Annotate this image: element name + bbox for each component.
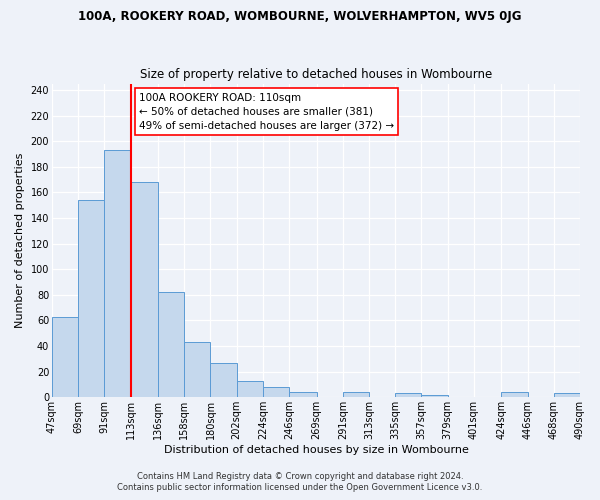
Title: Size of property relative to detached houses in Wombourne: Size of property relative to detached ho… (140, 68, 492, 81)
Bar (211, 362, 237, 398)
Bar (52, 316, 78, 398)
Bar (237, 380, 263, 398)
Text: 100A, ROOKERY ROAD, WOMBOURNE, WOLVERHAMPTON, WV5 0JG: 100A, ROOKERY ROAD, WOMBOURNE, WOLVERHAM… (78, 10, 522, 23)
Bar (395, 394, 421, 398)
Y-axis label: Number of detached properties: Number of detached properties (15, 152, 25, 328)
Bar (158, 292, 184, 398)
Bar (343, 392, 369, 398)
X-axis label: Distribution of detached houses by size in Wombourne: Distribution of detached houses by size … (164, 445, 469, 455)
Bar (263, 387, 289, 398)
Bar (502, 392, 527, 398)
Text: 100A ROOKERY ROAD: 110sqm
← 50% of detached houses are smaller (381)
49% of semi: 100A ROOKERY ROAD: 110sqm ← 50% of detac… (139, 92, 394, 130)
Text: Contains HM Land Registry data © Crown copyright and database right 2024.
Contai: Contains HM Land Registry data © Crown c… (118, 472, 482, 492)
Bar (554, 394, 580, 398)
Bar (421, 394, 448, 398)
Bar (131, 182, 158, 398)
Bar (78, 200, 104, 398)
Bar (104, 150, 131, 398)
Bar (289, 392, 317, 398)
Bar (184, 342, 211, 398)
